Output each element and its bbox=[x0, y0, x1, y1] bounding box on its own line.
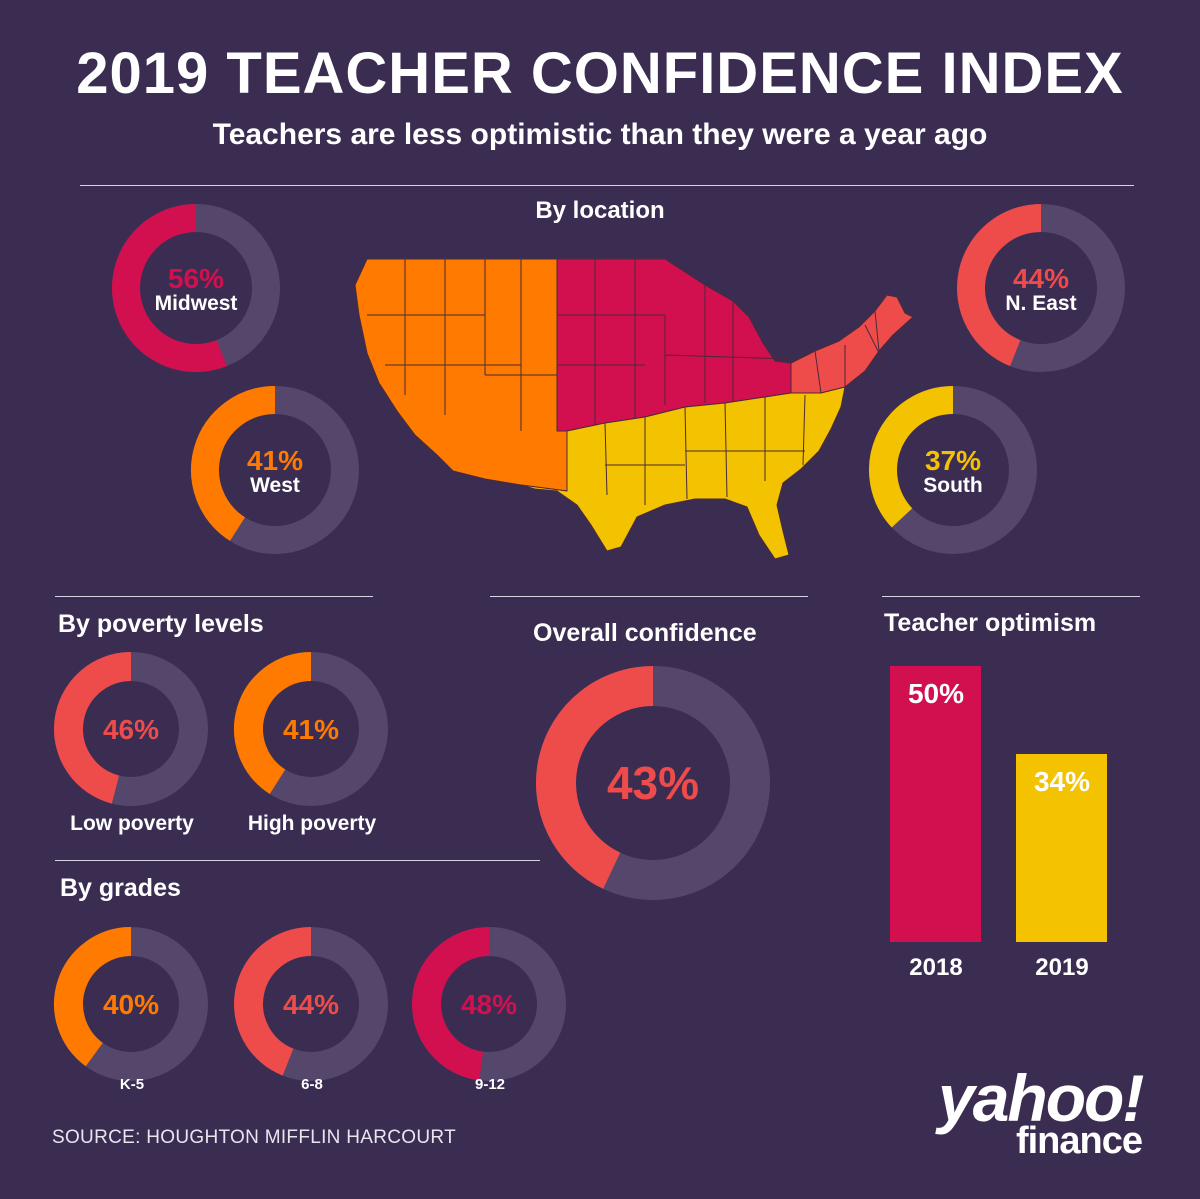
donut-slice bbox=[54, 927, 132, 1067]
donut-low-poverty: 46% bbox=[54, 652, 208, 806]
divider-poverty bbox=[55, 596, 373, 597]
logo-main-text: yahoo! bbox=[938, 1061, 1144, 1135]
donut-value-label: 41% bbox=[283, 714, 339, 745]
donut-value-label: 56% bbox=[168, 263, 224, 294]
section-title-location: By location bbox=[535, 197, 665, 224]
bar-2018 bbox=[890, 666, 981, 942]
donut-slice bbox=[234, 927, 312, 1076]
donut-slice bbox=[536, 666, 654, 889]
donut-slice bbox=[957, 204, 1042, 367]
donut-slice bbox=[191, 386, 276, 541]
donut-value-label: 43% bbox=[607, 757, 699, 809]
donut-value-label: 40% bbox=[103, 989, 159, 1020]
divider-grades bbox=[55, 860, 540, 861]
donut-south: 37%South bbox=[869, 386, 1037, 554]
section-title-grades: By grades bbox=[60, 874, 181, 902]
donut-grade-9-12: 48% bbox=[411, 927, 566, 1081]
donut-overall: 43% bbox=[536, 666, 770, 900]
donut-slice bbox=[112, 204, 227, 372]
divider-optimism bbox=[882, 596, 1140, 597]
divider-top bbox=[80, 185, 1134, 186]
donut-grade-k5: 40% bbox=[54, 927, 208, 1081]
donut-value-label: 44% bbox=[1013, 263, 1069, 294]
donut-northeast: 44%N. East bbox=[957, 204, 1125, 372]
donut-slice bbox=[54, 652, 132, 804]
donut-high-poverty: 41% bbox=[234, 652, 388, 806]
section-title-optimism: Teacher optimism bbox=[884, 609, 1097, 637]
donut-category-label: South bbox=[923, 474, 982, 497]
donut-value-label: 41% bbox=[247, 445, 303, 476]
bar-2019 bbox=[1016, 754, 1107, 942]
divider-overall bbox=[490, 596, 808, 597]
bar-value-label: 50% bbox=[907, 678, 965, 709]
page-subtitle: Teachers are less optimistic than they w… bbox=[212, 118, 988, 151]
donut-value-label: 37% bbox=[925, 445, 981, 476]
logo-sub-text: finance bbox=[1015, 1120, 1143, 1162]
section-title-poverty: By poverty levels bbox=[58, 610, 264, 638]
bar-category-label: 2019 bbox=[1035, 954, 1089, 981]
donut-value-label: 46% bbox=[103, 714, 159, 745]
caption-grade-9-12: 9-12 bbox=[474, 1076, 506, 1093]
donut-category-label: West bbox=[250, 474, 300, 497]
donut-category-label: Midwest bbox=[155, 292, 238, 315]
donut-grade-6-8: 44% bbox=[234, 927, 388, 1081]
donut-value-label: 44% bbox=[283, 989, 339, 1020]
donut-slice bbox=[411, 927, 490, 1081]
section-title-overall: Overall confidence bbox=[533, 619, 757, 647]
donut-category-label: N. East bbox=[1005, 292, 1076, 315]
us-map bbox=[354, 258, 914, 560]
page-title: 2019 TEACHER CONFIDENCE INDEX bbox=[76, 41, 1124, 106]
bar-value-label: 34% bbox=[1033, 766, 1091, 798]
caption-grade-k5: K-5 bbox=[119, 1076, 145, 1093]
caption-grade-6-8: 6-8 bbox=[301, 1076, 323, 1093]
donut-west: 41%West bbox=[191, 386, 359, 554]
yahoo-finance-logo: yahoo! finance bbox=[930, 1060, 1160, 1162]
bar-category-label: 2018 bbox=[909, 954, 963, 981]
donut-value-label: 48% bbox=[461, 989, 517, 1020]
caption-low-poverty: Low poverty bbox=[70, 812, 194, 835]
donut-slice bbox=[869, 386, 954, 528]
map-south-region bbox=[520, 386, 846, 560]
source-note: SOURCE: HOUGHTON MIFFLIN HARCOURT bbox=[52, 1127, 456, 1148]
donut-midwest: 56%Midwest bbox=[112, 204, 280, 372]
donut-slice bbox=[234, 652, 312, 795]
caption-high-poverty: High poverty bbox=[247, 812, 377, 835]
